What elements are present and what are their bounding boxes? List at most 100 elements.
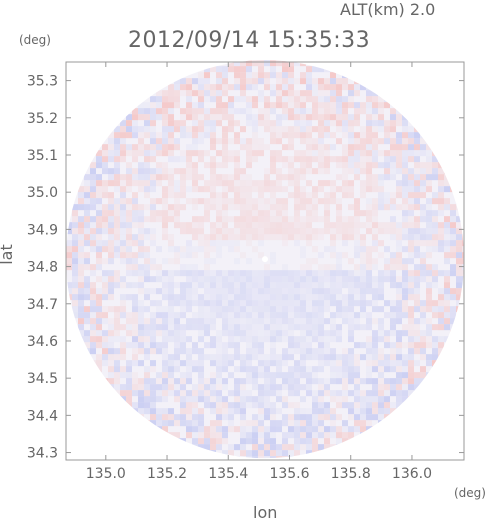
heatmap-cell (96, 342, 102, 349)
heatmap-cell (282, 240, 288, 247)
heatmap-cell (456, 198, 462, 205)
heatmap-cell (156, 102, 162, 109)
heatmap-cell (258, 318, 264, 325)
heatmap-cell (180, 390, 186, 397)
heatmap-cell (438, 162, 444, 169)
heatmap-cell (174, 348, 180, 355)
heatmap-cell (306, 438, 312, 445)
heatmap-cell (144, 108, 150, 115)
heatmap-cell (96, 366, 102, 373)
heatmap-cell (360, 150, 366, 157)
heatmap-cell (426, 336, 432, 343)
heatmap-cell (234, 198, 240, 205)
heatmap-cell (366, 414, 372, 421)
heatmap-cell (450, 228, 456, 235)
heatmap-cell (90, 306, 96, 313)
heatmap-cell (366, 300, 372, 307)
heatmap-cell (408, 144, 414, 151)
heatmap-cell (324, 408, 330, 415)
heatmap-cell (312, 348, 318, 355)
heatmap-cell (210, 222, 216, 229)
heatmap-cell (270, 432, 276, 439)
heatmap-cell (450, 234, 456, 241)
heatmap-cell (432, 174, 438, 181)
heatmap-cell (198, 114, 204, 121)
heatmap-cell (276, 372, 282, 379)
heatmap-cell (234, 300, 240, 307)
heatmap-cell (414, 276, 420, 283)
heatmap-cell (114, 378, 120, 385)
heatmap-cell (432, 306, 438, 313)
heatmap-cell (66, 294, 72, 301)
y-tick-label: 34.5 (27, 371, 58, 387)
heatmap-cell (150, 330, 156, 337)
heatmap-cell (204, 150, 210, 157)
heatmap-cell (222, 90, 228, 97)
heatmap-cell (348, 102, 354, 109)
heatmap-cell (414, 240, 420, 247)
heatmap-cell (336, 114, 342, 121)
heatmap-cell (138, 186, 144, 193)
heatmap-cell (210, 108, 216, 115)
heatmap-cell (246, 420, 252, 427)
heatmap-cell (438, 168, 444, 175)
heatmap-cell (276, 396, 282, 403)
heatmap-cell (252, 318, 258, 325)
heatmap-cell (372, 132, 378, 139)
heatmap-cell (348, 90, 354, 97)
heatmap-cell (318, 78, 324, 85)
heatmap-cell (300, 252, 306, 259)
heatmap-cell (198, 276, 204, 283)
heatmap-cell (318, 264, 324, 271)
heatmap-cell (198, 156, 204, 163)
heatmap-cell (144, 294, 150, 301)
heatmap-cell (198, 354, 204, 361)
heatmap-cell (144, 330, 150, 337)
heatmap-cell (120, 240, 126, 247)
heatmap-cell (168, 234, 174, 241)
heatmap-cell (408, 204, 414, 211)
heatmap-cell (264, 228, 270, 235)
heatmap-cell (162, 114, 168, 121)
heatmap-cell (378, 354, 384, 361)
heatmap-cell (420, 342, 426, 349)
heatmap-cell (348, 150, 354, 157)
heatmap-cell (420, 354, 426, 361)
heatmap-cell (306, 408, 312, 415)
heatmap-cell (372, 258, 378, 265)
heatmap-cell (162, 102, 168, 109)
heatmap-cell (108, 150, 114, 157)
heatmap-cell (108, 270, 114, 277)
heatmap-cell (132, 300, 138, 307)
heatmap-cell (282, 360, 288, 367)
heatmap-cell (300, 282, 306, 289)
heatmap-cell (300, 408, 306, 415)
heatmap-cell (252, 78, 258, 85)
heatmap-cell (348, 228, 354, 235)
heatmap-cell (114, 216, 120, 223)
heatmap-cell (246, 120, 252, 127)
heatmap-cell (156, 132, 162, 139)
heatmap-cell (228, 204, 234, 211)
heatmap-cell (318, 96, 324, 103)
heatmap-cell (288, 456, 294, 459)
heatmap-cell (138, 126, 144, 133)
heatmap-cell (180, 342, 186, 349)
heatmap-cell (390, 138, 396, 145)
heatmap-cell (180, 288, 186, 295)
heatmap-cell (390, 264, 396, 271)
heatmap-cell (354, 240, 360, 247)
heatmap-cell (312, 258, 318, 265)
heatmap-cell (288, 78, 294, 85)
heatmap-cell (240, 228, 246, 235)
heatmap-cell (162, 348, 168, 355)
heatmap-cell (210, 114, 216, 121)
heatmap-cell (252, 456, 258, 459)
heatmap-cell (204, 270, 210, 277)
heatmap-cell (372, 306, 378, 313)
heatmap-cell (336, 96, 342, 103)
heatmap-cell (264, 186, 270, 193)
heatmap-cell (132, 204, 138, 211)
heatmap-cell (210, 402, 216, 409)
heatmap-cell (282, 108, 288, 115)
